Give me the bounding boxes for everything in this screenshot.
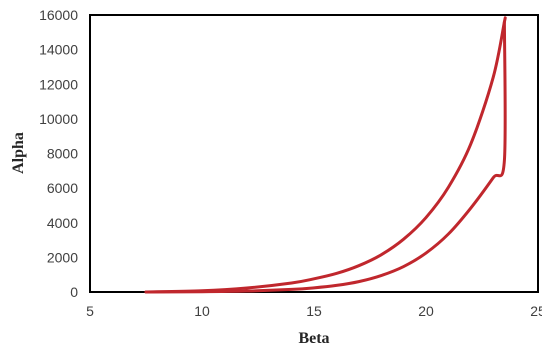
x-tick-label: 15 [306,303,322,319]
x-tick-label: 20 [418,303,434,319]
y-tick-label: 4000 [47,215,78,231]
y-tick-label: 16000 [39,7,78,23]
series-group [144,16,507,294]
y-tick-labels: 0 2000 4000 6000 8000 10000 12000 14000 16000 [39,7,78,300]
x-tick-labels: 5 10 15 20 25 [86,303,542,319]
y-tick-label: 0 [70,284,78,300]
y-tick-label: 14000 [39,42,78,58]
x-tick-label: 5 [86,303,94,319]
y-tick-label: 12000 [39,76,78,92]
plot-frame [89,14,539,293]
series-line-2 [144,20,507,294]
x-tick-label: 25 [530,303,542,319]
series-line-1 [144,16,507,294]
x-tick-label: 10 [194,303,210,319]
x-axis-title: Beta [298,330,329,347]
y-tick-label: 2000 [47,249,78,265]
y-tick-label: 10000 [39,111,78,127]
y-tick-label: 8000 [47,146,78,162]
y-tick-label: 6000 [47,180,78,196]
y-axis-title: Alpha [10,132,27,174]
